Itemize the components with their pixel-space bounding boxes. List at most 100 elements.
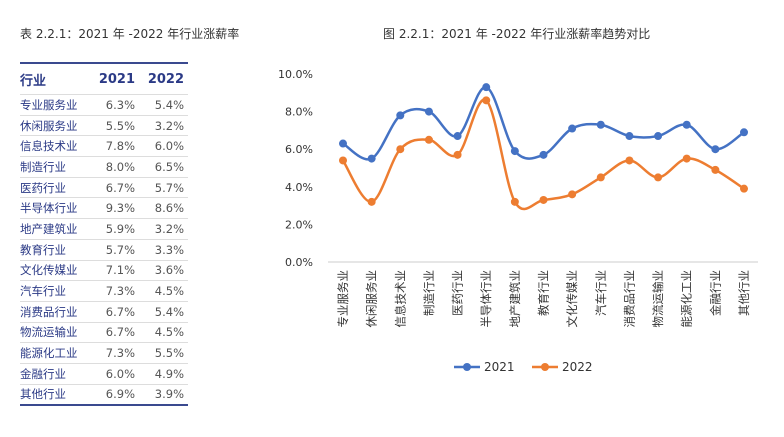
data-point-2021 (682, 120, 691, 129)
value-cell: 3.3% (139, 238, 188, 260)
y-tick-label: 0.0% (285, 256, 313, 269)
value-cell: 6.7% (90, 300, 140, 323)
value-cell: 5.5% (139, 342, 188, 364)
industry-cell: 其他行业 (20, 383, 91, 406)
y-tick-label: 10.0% (278, 68, 313, 81)
industry-cell: 教育行业 (20, 238, 91, 260)
header-2022: 2022 (147, 71, 184, 87)
x-tick-label: 物流运输业 (651, 270, 665, 328)
value-cell: 3.2% (139, 114, 188, 136)
table-row: 专业服务业 6.3% 5.4% (20, 94, 188, 116)
table-row: 休闲服务业 5.5% 3.2% (20, 114, 188, 136)
value-cell: 6.7% (90, 176, 140, 198)
industry-cell: 消费品行业 (20, 300, 91, 323)
value-cell: 5.7% (90, 238, 140, 260)
data-point-2022 (682, 154, 691, 163)
data-point-2021 (625, 132, 634, 141)
industry-cell: 专业服务业 (20, 94, 91, 116)
legend-label: 2021 (484, 360, 515, 374)
value-cell: 9.3% (90, 197, 140, 219)
industry-cell: 制造行业 (20, 156, 91, 178)
industry-cell: 信息技术业 (20, 135, 91, 157)
x-tick-label: 其他行业 (737, 270, 751, 316)
x-tick-label: 汽车行业 (594, 270, 608, 316)
data-point-2022 (711, 165, 720, 174)
industry-cell: 半导体行业 (20, 197, 91, 219)
y-tick-label: 2.0% (285, 218, 313, 231)
industry-cell: 休闲服务业 (20, 114, 91, 136)
data-point-2021 (396, 111, 405, 120)
data-point-2021 (367, 154, 376, 163)
data-point-2021 (339, 139, 347, 148)
value-cell: 6.7% (90, 321, 140, 343)
legend-label: 2022 (562, 360, 593, 374)
value-cell: 4.9% (139, 362, 188, 385)
table-row: 信息技术业 7.8% 6.0% (20, 135, 188, 157)
industry-cell: 汽车行业 (20, 280, 91, 302)
data-point-2021 (482, 83, 491, 92)
data-point-2022 (396, 145, 405, 154)
table-row: 金融行业 6.0% 4.9% (20, 362, 188, 385)
table-row: 半导体行业 9.3% 8.6% (20, 197, 188, 219)
y-tick-label: 4.0% (285, 181, 313, 194)
industry-cell: 医药行业 (20, 176, 91, 198)
data-point-2021 (453, 132, 462, 141)
x-tick-label: 信息技术业 (393, 270, 407, 328)
table-row: 文化传媒业 7.1% 3.6% (20, 259, 188, 281)
x-tick-label: 教育行业 (537, 270, 551, 316)
x-tick-label: 文化传媒业 (565, 270, 579, 328)
data-point-2021 (424, 107, 433, 116)
value-cell: 5.9% (90, 218, 140, 240)
data-point-2021 (654, 132, 663, 141)
data-point-2022 (596, 173, 605, 182)
value-cell: 5.4% (139, 94, 188, 116)
header-industry: 行业 (20, 73, 47, 89)
table-row: 汽车行业 7.3% 4.5% (20, 280, 188, 302)
legend-marker (463, 363, 471, 371)
data-point-2022 (539, 195, 548, 204)
data-point-2021 (510, 147, 519, 156)
industry-cell: 金融行业 (20, 362, 91, 385)
x-tick-label: 消费品行业 (622, 270, 636, 328)
value-cell: 4.5% (139, 321, 188, 343)
data-point-2022 (367, 197, 376, 206)
value-cell: 3.2% (139, 218, 188, 240)
salary-table: 行业 2021 2022 专业服务业 6.3% 5.4% 休闲服务业 5.5% 3.2% 信… (20, 62, 188, 407)
value-cell: 5.4% (139, 300, 188, 323)
chart-title: 图 2.2.1：2021 年 -2022 年行业涨薪率趋势对比 (383, 27, 651, 41)
value-cell: 6.3% (90, 94, 140, 116)
table-row: 物流运输业 6.7% 4.5% (20, 321, 188, 343)
table-row: 其他行业 6.9% 3.9% (20, 383, 188, 406)
x-tick-label: 休闲服务业 (365, 270, 379, 328)
value-cell: 5.5% (90, 114, 140, 136)
table-row: 消费品行业 6.7% 5.4% (20, 300, 188, 323)
value-cell: 3.9% (139, 383, 188, 406)
data-point-2022 (482, 96, 491, 105)
table-row: 教育行业 5.7% 3.3% (20, 238, 188, 260)
data-point-2022 (654, 173, 663, 182)
value-cell: 4.5% (139, 280, 188, 302)
data-point-2022 (453, 150, 462, 159)
value-cell: 7.3% (90, 280, 140, 302)
x-tick-label: 金融行业 (708, 270, 722, 316)
x-tick-label: 医药行业 (451, 270, 465, 316)
industry-cell: 文化传媒业 (20, 259, 91, 281)
value-cell: 7.8% (90, 135, 140, 157)
data-point-2021 (740, 128, 748, 137)
industry-cell: 地产建筑业 (20, 218, 91, 240)
value-cell: 6.9% (90, 383, 140, 406)
value-cell: 6.0% (139, 135, 188, 157)
value-cell: 8.6% (139, 197, 188, 219)
value-cell: 7.1% (90, 259, 140, 281)
value-cell: 3.6% (139, 259, 188, 281)
data-point-2022 (424, 135, 433, 144)
x-tick-label: 能源化工业 (680, 270, 694, 328)
table-row: 能源化工业 7.3% 5.5% (20, 342, 188, 364)
value-cell: 6.0% (90, 362, 140, 385)
industry-cell: 能源化工业 (20, 342, 91, 364)
data-point-2021 (568, 124, 577, 133)
data-point-2022 (740, 184, 748, 193)
table-row: 医药行业 6.7% 5.7% (20, 176, 188, 198)
x-tick-label: 半导体行业 (479, 270, 493, 328)
